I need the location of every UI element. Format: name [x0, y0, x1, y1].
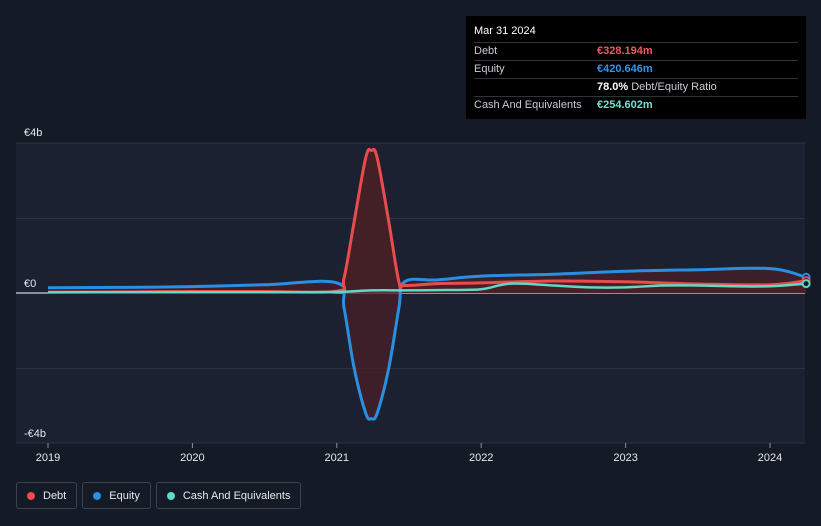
- legend-cash-label: Cash And Equivalents: [182, 489, 291, 502]
- cash-end-marker: [801, 279, 811, 289]
- legend-item-equity[interactable]: Equity: [82, 482, 151, 509]
- x-tick-label: 2022: [469, 452, 493, 464]
- tooltip-row-cash: Cash And Equivalents €254.602m: [474, 96, 798, 114]
- tooltip-debt-value: €328.194m: [597, 45, 653, 57]
- tooltip-ratio-value: 78.0%: [597, 81, 629, 93]
- legend: Debt Equity Cash And Equivalents: [16, 482, 302, 509]
- legend-item-debt[interactable]: Debt: [16, 482, 78, 509]
- tooltip-date: Mar 31 2024: [474, 25, 536, 37]
- tooltip-cash-label: Cash And Equivalents: [474, 99, 582, 111]
- x-tick-label: 2023: [613, 452, 637, 464]
- tooltip: Mar 31 2024 Debt €328.194m Equity €420.6…: [466, 16, 806, 119]
- tooltip-ratio-label: Debt/Equity Ratio: [631, 81, 717, 93]
- legend-equity-label: Equity: [109, 489, 140, 502]
- x-tick-label: 2024: [758, 452, 782, 464]
- x-tick-label: 2019: [36, 452, 60, 464]
- equity-dot-icon: [93, 491, 102, 500]
- tooltip-equity-label: Equity: [474, 63, 505, 75]
- y-tick-label: €0: [24, 278, 36, 290]
- x-tick-label: 2020: [180, 452, 204, 464]
- tooltip-cash-value: €254.602m: [597, 99, 653, 111]
- cash-dot-icon: [166, 491, 175, 500]
- tooltip-row-debt: Debt €328.194m: [474, 42, 798, 60]
- tooltip-debt-label: Debt: [474, 45, 498, 57]
- x-tick-label: 2021: [325, 452, 349, 464]
- tooltip-row-equity: Equity €420.646m: [474, 60, 798, 78]
- legend-debt-label: Debt: [43, 489, 67, 502]
- tooltip-equity-value: €420.646m: [597, 63, 653, 75]
- y-tick-label: -€4b: [24, 428, 46, 440]
- equity-line: [47, 266, 807, 421]
- y-tick-label: €4b: [24, 127, 42, 139]
- legend-item-cash[interactable]: Cash And Equivalents: [155, 482, 302, 509]
- cash-line: [47, 282, 807, 294]
- debt-dot-icon: [27, 491, 35, 500]
- tooltip-row-ratio: 78.0% Debt/Equity Ratio: [474, 78, 798, 96]
